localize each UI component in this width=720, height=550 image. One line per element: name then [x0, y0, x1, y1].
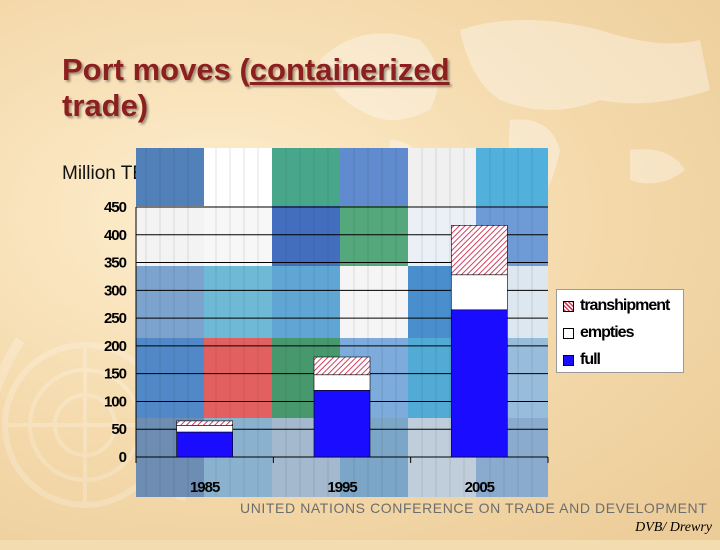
x-category-label: 1995 [327, 479, 357, 496]
title-line1-plain: Port moves ( [62, 52, 250, 87]
bar-full-1985 [176, 431, 233, 458]
bar-transhipment-1995 [313, 356, 371, 376]
chart-legend: transhipment empties full [556, 289, 684, 373]
slide-title: Port moves (containerized trade) [62, 52, 622, 124]
bar-empties-1985 [176, 425, 233, 433]
title-line2: trade) [62, 88, 149, 123]
bar-empties-2005 [451, 274, 508, 311]
unctad-footer: UNITED NATIONS CONFERENCE ON TRADE AND D… [240, 500, 708, 516]
legend-swatch-empties [563, 328, 574, 339]
legend-label-full: full [580, 351, 601, 368]
legend-label-transhipment: transhipment [580, 297, 670, 314]
bar-transhipment-2005 [451, 225, 508, 276]
x-category-label: 2005 [465, 479, 495, 496]
y-tick-label: 0 [119, 449, 127, 466]
axis-labels: 0 50 100 150 200 250 300 350 400 450 1985 1995 2005 [104, 199, 496, 496]
source-credit: DVB/ Drewry [635, 520, 712, 535]
y-tick-label: 50 [111, 421, 126, 438]
bar-full-1995 [313, 390, 371, 458]
y-tick-label: 400 [104, 227, 127, 244]
y-tick-label: 450 [104, 199, 127, 216]
y-tick-label: 200 [104, 338, 127, 355]
y-tick-label: 300 [104, 282, 127, 299]
legend-swatch-full [563, 355, 574, 366]
bar-empties-1995 [313, 374, 371, 391]
legend-swatch-transhipment [563, 301, 574, 312]
bar-full-2005 [451, 309, 508, 458]
world-map-watermark [320, 20, 710, 225]
y-tick-label: 150 [104, 366, 127, 383]
x-category-label: 1985 [190, 479, 220, 496]
bars [176, 225, 508, 458]
title-line1-underlined: containerized [249, 52, 450, 87]
y-tick-label: 250 [104, 310, 127, 327]
y-tick-label: 100 [104, 393, 127, 410]
legend-label-empties: empties [580, 324, 634, 341]
y-tick-label: 350 [104, 255, 127, 272]
bar-transhipment-1985 [176, 420, 233, 426]
